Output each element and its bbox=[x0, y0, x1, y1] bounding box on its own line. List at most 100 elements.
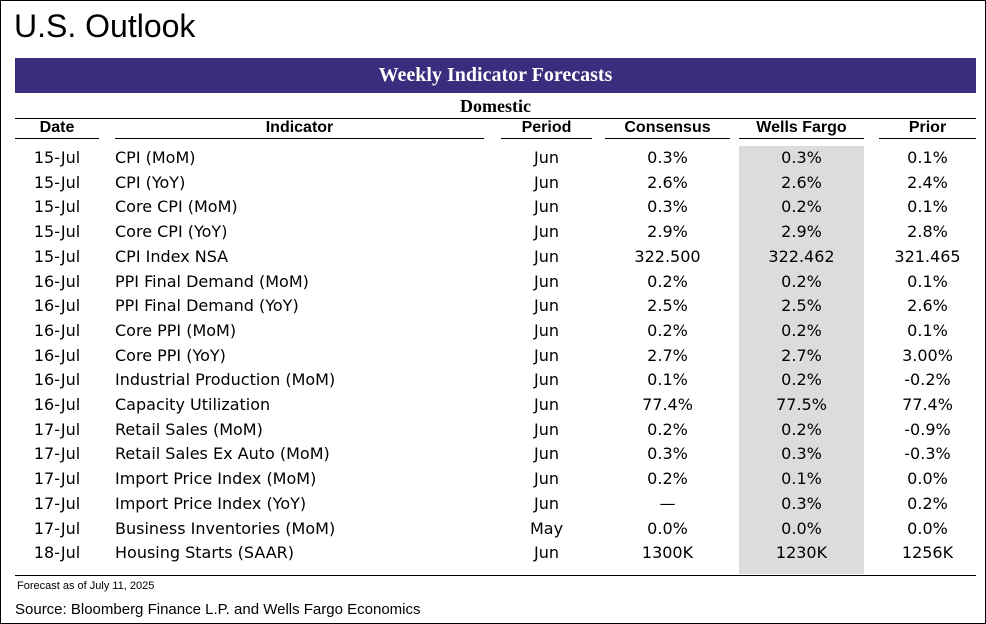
cell-indicator: PPI Final Demand (MoM) bbox=[115, 271, 309, 291]
cell-consensus: 0.2% bbox=[647, 419, 688, 439]
cell-period: May bbox=[529, 518, 564, 538]
column-header-wells-fargo: Wells Fargo bbox=[756, 119, 847, 136]
table-row: 17-Jul Retail Sales (MoM) Jun 0.2% 0.2% … bbox=[0, 418, 986, 443]
cell-prior: 0.1% bbox=[907, 197, 948, 217]
header-underline-indicator bbox=[115, 138, 484, 139]
cell-wells-fargo: 0.2% bbox=[781, 419, 822, 439]
column-header-prior: Prior bbox=[908, 119, 947, 136]
cell-date: 17-Jul bbox=[33, 493, 81, 513]
cell-prior: 0.0% bbox=[907, 518, 948, 538]
header-underline-consensus bbox=[605, 138, 730, 139]
table-row: 17-Jul Import Price Index (MoM) Jun 0.2%… bbox=[0, 467, 986, 492]
cell-prior: 0.1% bbox=[907, 320, 948, 340]
cell-wells-fargo: 0.1% bbox=[781, 469, 822, 489]
cell-wells-fargo: 0.2% bbox=[781, 271, 822, 291]
cell-period: Jun bbox=[534, 395, 559, 414]
cell-consensus: 0.2% bbox=[647, 469, 688, 489]
cell-period: Jun bbox=[534, 246, 559, 266]
cell-period: Jun bbox=[534, 370, 559, 390]
cell-consensus: 2.6% bbox=[647, 172, 688, 192]
cell-indicator: Core CPI (MoM) bbox=[115, 197, 238, 217]
cell-prior: -0.2% bbox=[904, 370, 951, 390]
cell-consensus: 0.3% bbox=[647, 444, 688, 464]
cell-indicator: CPI (MoM) bbox=[115, 148, 196, 167]
cell-wells-fargo: 2.9% bbox=[781, 222, 822, 242]
cell-consensus: 0.1% bbox=[647, 370, 688, 390]
column-header-period: Period bbox=[521, 119, 572, 136]
cell-indicator: Retail Sales (MoM) bbox=[115, 419, 263, 439]
table-row: 16-Jul PPI Final Demand (MoM) Jun 0.2% 0… bbox=[0, 270, 986, 295]
section-heading: Domestic bbox=[460, 96, 531, 116]
cell-prior: 1256K bbox=[901, 543, 954, 563]
cell-indicator: Capacity Utilization bbox=[115, 395, 271, 414]
cell-indicator: Import Price Index (YoY) bbox=[115, 493, 307, 513]
cell-date: 15-Jul bbox=[33, 172, 81, 192]
cell-consensus: 0.3% bbox=[647, 148, 688, 167]
source-line: Source: Bloomberg Finance L.P. and Wells… bbox=[15, 601, 421, 618]
header-underline-period bbox=[501, 138, 592, 139]
cell-prior: 2.8% bbox=[907, 222, 948, 242]
cell-consensus: 2.7% bbox=[647, 345, 688, 365]
cell-prior: 0.1% bbox=[907, 271, 948, 291]
table-bottom-rule bbox=[15, 575, 976, 576]
cell-indicator: Industrial Production (MoM) bbox=[115, 370, 336, 390]
header-top-rule bbox=[15, 118, 976, 119]
cell-consensus: 77.4% bbox=[642, 395, 693, 414]
cell-wells-fargo: 77.5% bbox=[776, 395, 827, 414]
page-title: U.S. Outlook bbox=[14, 8, 196, 44]
table-row: 16-Jul PPI Final Demand (YoY) Jun 2.5% 2… bbox=[0, 294, 986, 319]
table-row: 15-Jul Core CPI (YoY) Jun 2.9% 2.9% 2.8% bbox=[0, 220, 986, 245]
cell-date: 18-Jul bbox=[33, 543, 81, 563]
cell-indicator: Housing Starts (SAAR) bbox=[115, 543, 295, 563]
cell-period: Jun bbox=[534, 345, 559, 365]
cell-prior: 0.0% bbox=[907, 469, 948, 489]
cell-consensus: 0.0% bbox=[647, 518, 688, 538]
cell-period: Jun bbox=[534, 469, 559, 489]
cell-prior: 3.00% bbox=[902, 345, 953, 365]
table-row: 17-Jul Business Inventories (MoM) May 0.… bbox=[0, 517, 986, 542]
table-row: 16-Jul Industrial Production (MoM) Jun 0… bbox=[0, 368, 986, 393]
table-banner: Weekly Indicator Forecasts bbox=[15, 58, 976, 93]
table-row: 15-Jul CPI Index NSA Jun 322.500 322.462… bbox=[0, 245, 986, 270]
cell-wells-fargo: 0.3% bbox=[781, 493, 822, 513]
cell-period: Jun bbox=[534, 222, 559, 242]
column-header-date: Date bbox=[39, 119, 75, 136]
cell-period: Jun bbox=[534, 419, 559, 439]
cell-wells-fargo: 0.3% bbox=[781, 444, 822, 464]
header-underline-prior bbox=[879, 138, 976, 139]
cell-date: 17-Jul bbox=[33, 518, 81, 538]
header-underline-date bbox=[15, 138, 99, 139]
cell-prior: 2.6% bbox=[907, 296, 948, 316]
cell-indicator: Core PPI (MoM) bbox=[115, 320, 237, 340]
cell-date: 15-Jul bbox=[33, 148, 81, 167]
cell-prior: 2.4% bbox=[907, 172, 948, 192]
cell-consensus: — bbox=[659, 493, 676, 513]
cell-prior: -0.9% bbox=[904, 419, 951, 439]
cell-prior: 0.2% bbox=[907, 493, 948, 513]
cell-indicator: CPI (YoY) bbox=[115, 172, 186, 192]
cell-date: 15-Jul bbox=[33, 246, 81, 266]
cell-wells-fargo: 2.6% bbox=[781, 172, 822, 192]
table-row: 15-Jul CPI (MoM) Jun 0.3% 0.3% 0.1% bbox=[0, 146, 986, 171]
cell-date: 16-Jul bbox=[33, 370, 81, 390]
cell-indicator: PPI Final Demand (YoY) bbox=[115, 296, 299, 316]
cell-date: 17-Jul bbox=[33, 444, 81, 464]
cell-wells-fargo: 1230K bbox=[775, 543, 828, 563]
cell-period: Jun bbox=[534, 197, 559, 217]
cell-period: Jun bbox=[534, 493, 559, 513]
column-header-consensus: Consensus bbox=[624, 119, 711, 136]
table-row: 17-Jul Import Price Index (YoY) Jun — 0.… bbox=[0, 492, 986, 517]
cell-indicator: Import Price Index (MoM) bbox=[115, 469, 317, 489]
header-underline-wells-fargo bbox=[739, 138, 864, 139]
cell-period: Jun bbox=[534, 320, 559, 340]
cell-wells-fargo: 0.0% bbox=[781, 518, 822, 538]
cell-date: 16-Jul bbox=[33, 296, 81, 316]
cell-consensus: 2.5% bbox=[647, 296, 688, 316]
cell-period: Jun bbox=[534, 543, 559, 563]
cell-consensus: 322.500 bbox=[634, 246, 701, 266]
cell-period: Jun bbox=[534, 172, 559, 192]
cell-period: Jun bbox=[534, 271, 559, 291]
table-row: 16-Jul Core PPI (YoY) Jun 2.7% 2.7% 3.00… bbox=[0, 344, 986, 369]
cell-indicator: Core PPI (YoY) bbox=[115, 345, 226, 365]
cell-date: 16-Jul bbox=[33, 345, 81, 365]
